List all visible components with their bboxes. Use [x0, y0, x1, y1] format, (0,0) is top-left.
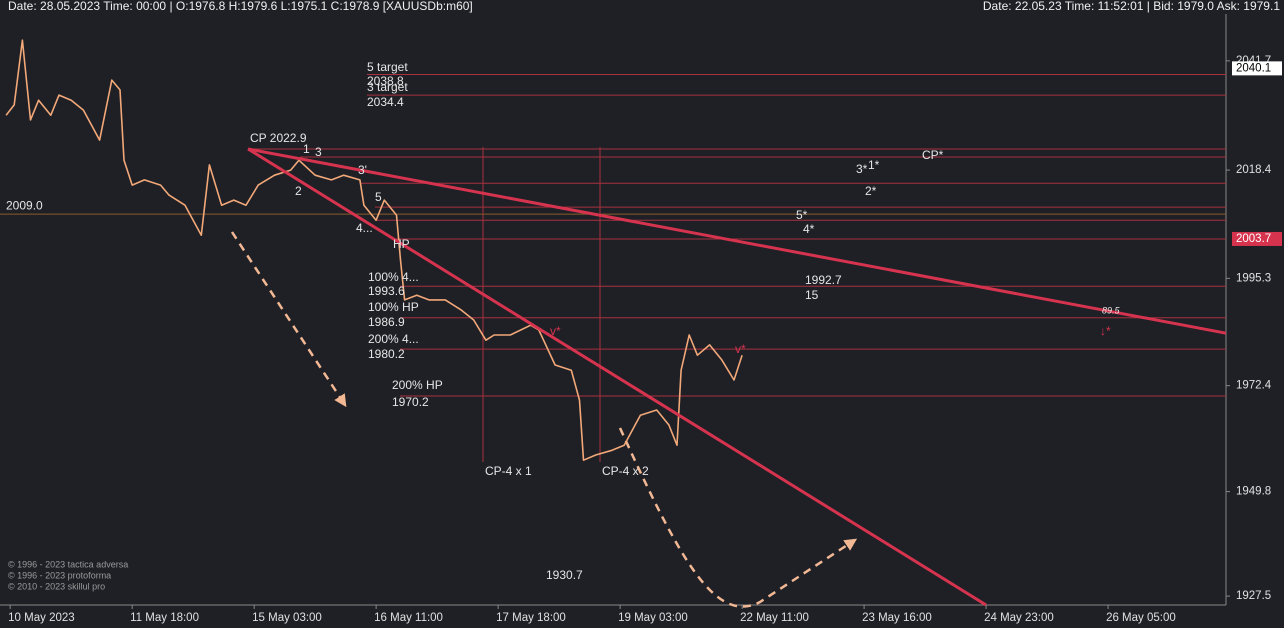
y-tick-label: 1995.3 — [1236, 272, 1271, 284]
x-tick-label: 24 May 23:00 — [984, 612, 1054, 624]
annotation: 1980.2 — [368, 347, 405, 361]
annotation: 2 — [295, 184, 302, 198]
annotation: 1970.2 — [392, 395, 429, 409]
annotation: 3 — [315, 145, 322, 159]
y-tick-label: 1972.4 — [1236, 380, 1272, 392]
price-marker-box — [1232, 61, 1282, 76]
price-marker-label: 2003.7 — [1236, 233, 1271, 245]
x-tick-label: 17 May 18:00 — [496, 612, 566, 624]
annotation: CP-4 x 1 — [485, 464, 532, 478]
copyright: © 1996 - 2023 tactica adversa — [8, 559, 128, 569]
y-tick-label: 1927.5 — [1236, 590, 1271, 602]
x-tick-label: 16 May 11:00 — [374, 612, 443, 624]
annotation: 100% 4... — [368, 270, 419, 284]
y-tick-label: 1949.8 — [1236, 486, 1271, 498]
annotation: CP-4 x 2 — [602, 464, 649, 478]
y-tick-label: 2018.4 — [1236, 164, 1272, 176]
x-tick-label: 15 May 03:00 — [252, 612, 322, 624]
annotation: 4* — [803, 222, 815, 236]
copyright: © 1996 - 2023 protoforma — [8, 570, 111, 580]
annotation: HP — [393, 237, 410, 251]
x-tick-label: 26 May 05:00 — [1106, 612, 1176, 624]
annotation: CP 2022.9 — [250, 131, 307, 145]
price-marker-box — [1232, 231, 1282, 246]
annotation: 1* — [868, 158, 880, 172]
annotation: 3' — [358, 163, 367, 177]
dashed-arrow — [230, 231, 347, 408]
copyright: © 2010 - 2023 skillul pro — [8, 581, 105, 591]
header-right: Date: 22.05.23 Time: 11:52:01 | Bid: 197… — [983, 0, 1280, 13]
annotation: 200% HP — [392, 378, 443, 392]
annotation: 2* — [865, 184, 877, 198]
annotation: 3* — [856, 162, 868, 176]
annotation: 5 — [375, 190, 382, 204]
annotation: 2038.8 — [367, 74, 404, 88]
annotation: 1993.6 — [368, 284, 405, 298]
x-tick-label: 11 May 18:00 — [130, 612, 199, 624]
trend-line — [247, 147, 987, 607]
plot-area: 2009.0 — [0, 39, 1227, 607]
base-level-label: 2009.0 — [6, 198, 43, 212]
annotation: 15 — [805, 288, 819, 302]
annotation: 200% 4... — [368, 332, 419, 346]
annotation: CP* — [922, 148, 944, 162]
annotation: 5* — [796, 208, 808, 222]
annotation: 4... — [356, 221, 373, 235]
annotation: 1992.7 — [805, 273, 842, 287]
annotation: 1930.7 — [546, 568, 583, 582]
annotation: 5 target — [367, 60, 408, 74]
annotation: v* — [735, 342, 746, 356]
trend-line — [247, 147, 1227, 335]
annotation: ↓* — [1100, 324, 1111, 338]
annotation: 89.5 — [1102, 305, 1121, 315]
x-tick-label: 10 May 2023 — [8, 612, 75, 624]
x-tick-label: 19 May 03:00 — [618, 612, 688, 624]
price-line — [5, 39, 743, 461]
annotation: 2034.4 — [367, 95, 404, 109]
header-left: Date: 28.05.2023 Time: 00:00 | O:1976.8 … — [8, 0, 473, 13]
dashed-arrow — [618, 427, 858, 608]
x-tick-label: 22 May 11:00 — [740, 612, 809, 624]
annotation: 3 target — [367, 80, 408, 94]
annotation: 100% HP — [368, 300, 419, 314]
annotation: 1 — [303, 142, 310, 156]
price-marker-label: 2040.1 — [1236, 62, 1271, 74]
annotation: 1986.9 — [368, 315, 405, 329]
x-tick-label: 23 May 16:00 — [862, 612, 932, 624]
annotation: v* — [550, 324, 561, 338]
